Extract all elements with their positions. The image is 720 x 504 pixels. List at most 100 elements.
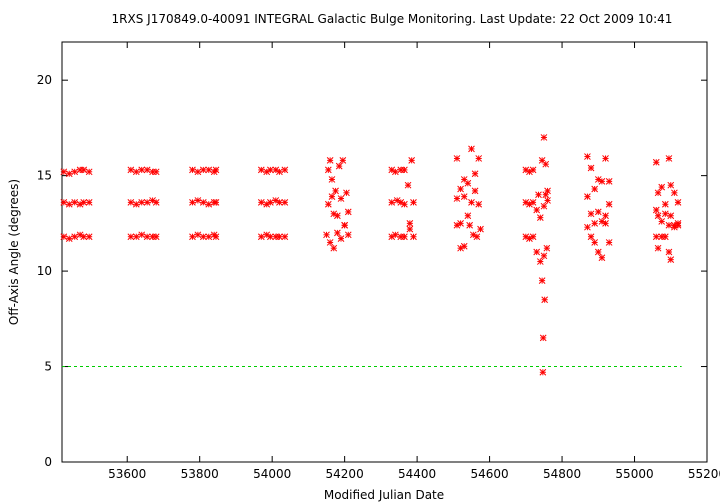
data-point <box>598 178 606 185</box>
data-point <box>466 221 474 229</box>
data-point <box>584 153 591 160</box>
data-point <box>587 210 595 218</box>
x-tick-label: 54000 <box>253 467 291 481</box>
data-point <box>80 166 88 174</box>
data-point <box>661 210 669 218</box>
data-point <box>344 231 352 239</box>
y-tick-label: 15 <box>37 169 52 183</box>
x-tick-label: 54200 <box>326 467 364 481</box>
data-point <box>194 231 202 239</box>
x-tick-label: 54800 <box>543 467 581 481</box>
data-point <box>536 258 544 265</box>
data-point <box>65 200 73 208</box>
data-point <box>127 199 135 206</box>
data-point <box>410 233 417 241</box>
data-point <box>267 166 274 174</box>
data-point <box>652 233 660 241</box>
y-tick-label: 5 <box>44 360 52 374</box>
data-point <box>591 239 599 246</box>
data-point <box>460 242 468 250</box>
data-point <box>406 225 414 233</box>
data-point <box>392 168 399 176</box>
data-point <box>328 176 336 183</box>
data-point <box>533 248 541 256</box>
data-point <box>665 248 673 256</box>
data-point <box>539 334 547 342</box>
data-point <box>661 200 669 208</box>
data-point <box>654 189 662 197</box>
data-point <box>671 189 678 197</box>
data-point <box>323 231 330 239</box>
data-point <box>132 200 140 208</box>
data-point <box>401 233 408 241</box>
data-point <box>71 168 79 176</box>
data-point <box>667 181 675 189</box>
data-point <box>189 199 196 206</box>
data-point <box>404 181 412 189</box>
data-point <box>205 166 213 174</box>
data-point <box>132 168 140 176</box>
chart-title: 1RXS J170849.0-40091 INTEGRAL Galactic B… <box>112 12 673 26</box>
data-point <box>80 233 88 241</box>
data-point <box>276 168 283 176</box>
data-point <box>457 185 464 193</box>
x-tick-label: 55000 <box>615 467 653 481</box>
data-point <box>80 199 88 206</box>
data-point <box>652 158 660 166</box>
x-axis-label: Modified Julian Date <box>324 488 444 502</box>
data-point <box>468 199 475 206</box>
data-point <box>667 212 675 220</box>
data-point <box>587 233 595 241</box>
data-point <box>543 244 551 252</box>
data-point <box>344 208 352 216</box>
data-point <box>138 199 146 206</box>
data-point <box>276 199 283 206</box>
data-point <box>654 212 662 220</box>
data-point <box>544 197 551 204</box>
data-point <box>332 187 339 195</box>
data-point <box>594 208 602 216</box>
data-point <box>536 214 544 221</box>
data-point <box>143 199 151 206</box>
data-point <box>212 199 220 206</box>
data-point <box>477 225 484 233</box>
data-point <box>602 155 609 162</box>
data-point <box>326 239 334 246</box>
data-point <box>85 199 93 206</box>
data-point <box>544 187 551 195</box>
data-point <box>127 166 135 174</box>
plot-frame <box>61 41 708 463</box>
data-point <box>205 200 213 208</box>
data-point <box>65 170 73 178</box>
data-point <box>199 166 207 174</box>
data-point <box>541 296 549 304</box>
data-point <box>410 199 417 206</box>
data-point <box>143 166 151 174</box>
data-point <box>542 191 550 199</box>
data-point <box>60 168 68 176</box>
data-point <box>152 233 160 241</box>
data-points <box>60 134 682 376</box>
data-point <box>661 233 669 241</box>
data-point <box>542 160 550 168</box>
data-point <box>138 231 146 239</box>
data-point <box>257 166 265 174</box>
data-point <box>189 166 196 174</box>
data-point <box>602 212 609 220</box>
data-point <box>529 233 537 241</box>
data-point <box>540 202 548 210</box>
data-point <box>85 168 93 176</box>
data-point <box>674 220 682 227</box>
data-point <box>471 187 479 195</box>
x-tick-label: 54400 <box>398 467 436 481</box>
data-point <box>60 199 68 206</box>
data-point <box>85 233 93 241</box>
y-axis-label: Off-Axis Angle (degrees) <box>7 179 21 325</box>
data-point <box>138 166 146 174</box>
data-point <box>267 233 274 241</box>
data-point <box>533 206 541 214</box>
data-point <box>71 233 79 241</box>
data-point <box>343 189 350 197</box>
data-point <box>152 199 160 206</box>
